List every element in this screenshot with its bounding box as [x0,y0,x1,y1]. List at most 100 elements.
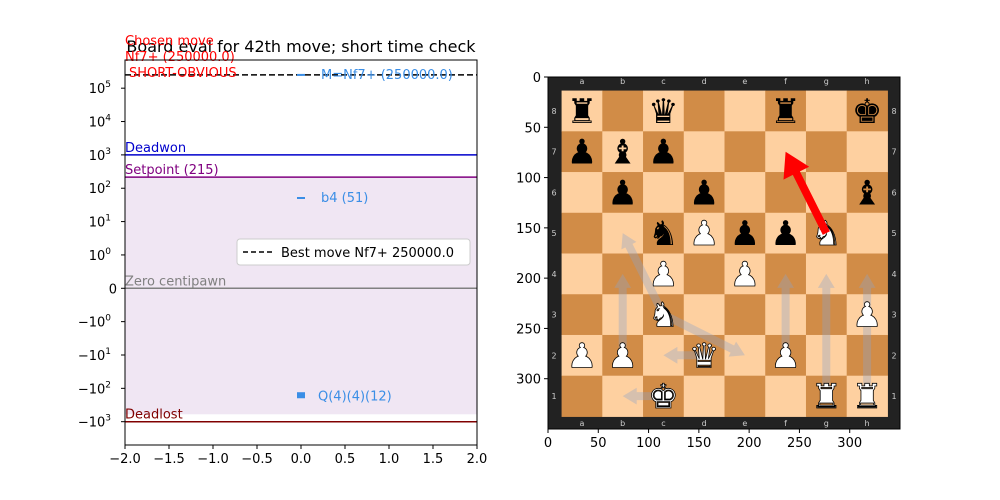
rank-label: 5 [891,229,896,238]
board-x-tick-label: 100 [636,436,661,451]
square-e3 [724,294,766,336]
rank-label: 6 [891,188,896,197]
y-tick-label: 105 [89,80,111,97]
square-g7 [805,131,848,173]
chart-title: Board eval for 42th move; short time che… [126,37,476,56]
square-c4 [643,253,685,295]
legend: Best move Nf7+ 250000.0 [236,238,471,266]
y-tick-exponent: 0 [105,247,111,257]
board-x-axis-ticks: 0 50 100 150 200 250 300 [544,429,862,451]
rank-label: 7 [551,148,556,157]
y-tick-label: 102 [89,180,111,197]
deadlost-line-label: Deadlost [125,408,183,423]
y-tick-exponent: 3 [105,147,111,157]
candidate-move-arrows [614,233,876,405]
square-b7 [602,131,644,173]
board-y-tick-label: 100 [516,172,541,187]
file-label: g [824,77,829,86]
piece-b6: ♟ [607,173,637,213]
square-d6 [683,172,726,214]
y-tick-exponent: 5 [105,80,111,90]
piece-c7: ♟ [648,133,678,173]
rank-label: 6 [551,188,556,197]
square-d4 [683,253,726,295]
piece-f5: ♟ [770,214,800,254]
setpoint-line-label: Setpoint (215) [125,163,219,178]
y-tick-exponent: 0 [105,314,111,324]
square-f3 [765,294,807,336]
board-x-tick-label: 300 [837,436,862,451]
data-point-label-1: b4 (51) [321,191,368,206]
candidate-arrow-7 [663,346,705,364]
piece-b7: ♝ [607,133,637,173]
square-c2 [643,334,685,377]
y-tick-label: 103 [89,147,111,164]
y-tick-label: −101 [78,347,111,364]
x-tick-label: −1.5 [153,452,185,467]
rank-label: 2 [551,351,556,360]
board-x-tick-label: 200 [737,436,762,451]
square-c6 [643,172,685,214]
chosen-move-arrow [783,151,830,235]
board-y-tick-label: 300 [516,373,541,388]
square-e2 [724,334,766,377]
rank-label: 4 [891,270,896,279]
square-h8 [846,90,888,132]
piece-g1: ♜ [811,377,841,417]
square-h4 [846,253,888,295]
eval-chart: Board eval for 42th move; short time che… [78,34,488,467]
square-d7 [683,131,726,173]
square-d3 [683,294,726,336]
board-y-tick-label: 50 [524,121,541,136]
piece-h1: ♜ [852,377,882,417]
file-label: f [784,419,787,428]
piece-e5: ♟ [730,214,760,254]
board-squares [561,90,888,417]
legend-label: Best move Nf7+ 250000.0 [281,246,454,261]
y-tick-exponent: 1 [105,347,111,357]
rank-label: 3 [551,311,556,320]
board-pieces: ♜ ♛ ♜ ♚♟ ♝ ♟♟ ♟ ♝♞ ♟ ♟ ♟ ♞♟ ♟♞ ♟♟ ♟ ♛ ♟♚ ♜ ♜ [566,92,882,418]
square-g2 [805,334,848,377]
deadwon-line-label: Deadwon [125,141,186,156]
reference-line-labels: Deadwon Setpoint (215) Zero centipawn Deadl… [125,141,226,423]
zero-line-label: Zero centipawn [125,274,226,289]
x-tick-label: −2.0 [109,452,141,467]
file-label: h [865,77,870,86]
y-tick-label: 104 [89,114,112,131]
piece-h3: ♟ [852,296,882,336]
piece-d5: ♟ [689,214,719,254]
square-g3 [805,294,848,336]
x-tick-label: −1.0 [197,452,229,467]
candidate-arrow-1 [621,233,667,317]
y-tick-label: −102 [78,380,111,397]
chosen-move-annotation: Chosen move [125,34,214,49]
file-label: c [661,77,665,86]
piece-h6: ♝ [852,173,882,213]
file-label: b [620,77,625,86]
square-h6 [846,172,888,214]
board-coordinates: a a b b c c d d e e f f g g h h 8 8 7 7 6 6 5 5 4 4 3 3 2 2 1 1 [551,77,896,428]
file-label: h [865,419,870,428]
piece-c5: ♞ [648,214,678,254]
x-tick-label: −0.5 [241,452,273,467]
piece-e4: ♟ [730,255,760,295]
board-y-tick-label: 250 [516,322,541,337]
piece-a2: ♟ [567,336,597,376]
y-tick-exponent: 3 [105,414,111,424]
square-a3 [561,294,603,336]
piece-c1: ♚ [648,377,678,417]
square-e8 [724,90,766,132]
square-a8 [561,90,603,132]
x-tick-label: 0.5 [335,452,356,467]
square-f1 [765,375,807,417]
square-e7 [724,131,766,173]
square-a7 [561,131,603,173]
square-h2 [846,334,888,377]
file-label: g [824,419,829,428]
board-x-tick-label: 250 [787,436,812,451]
square-a6 [561,172,603,214]
file-label: c [661,419,665,428]
